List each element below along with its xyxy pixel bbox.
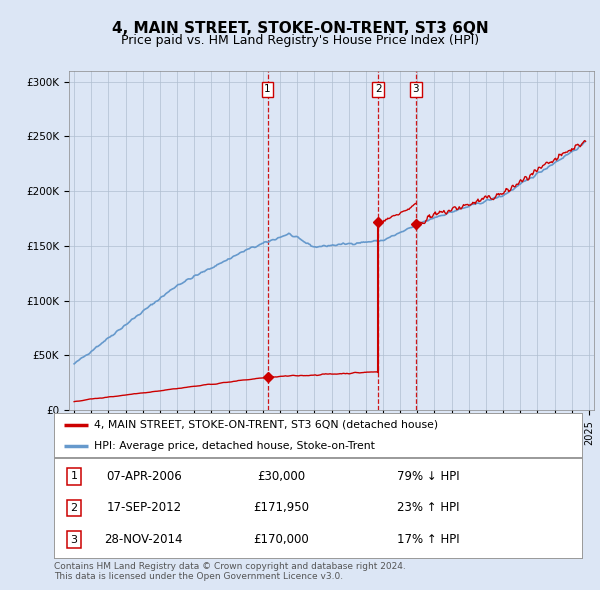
Text: 4, MAIN STREET, STOKE-ON-TRENT, ST3 6QN: 4, MAIN STREET, STOKE-ON-TRENT, ST3 6QN bbox=[112, 21, 488, 35]
Text: 28-NOV-2014: 28-NOV-2014 bbox=[104, 533, 183, 546]
Text: HPI: Average price, detached house, Stoke-on-Trent: HPI: Average price, detached house, Stok… bbox=[94, 441, 374, 451]
Text: Price paid vs. HM Land Registry's House Price Index (HPI): Price paid vs. HM Land Registry's House … bbox=[121, 34, 479, 47]
Text: 3: 3 bbox=[412, 84, 419, 94]
Text: 1: 1 bbox=[264, 84, 271, 94]
Text: £171,950: £171,950 bbox=[253, 502, 309, 514]
Text: 4, MAIN STREET, STOKE-ON-TRENT, ST3 6QN (detached house): 4, MAIN STREET, STOKE-ON-TRENT, ST3 6QN … bbox=[94, 420, 438, 430]
Text: 2: 2 bbox=[71, 503, 77, 513]
Text: Contains HM Land Registry data © Crown copyright and database right 2024.
This d: Contains HM Land Registry data © Crown c… bbox=[54, 562, 406, 581]
Text: 07-APR-2006: 07-APR-2006 bbox=[106, 470, 182, 483]
Text: 17-SEP-2012: 17-SEP-2012 bbox=[106, 502, 181, 514]
Text: £30,000: £30,000 bbox=[257, 470, 305, 483]
Text: 3: 3 bbox=[71, 535, 77, 545]
Text: 79% ↓ HPI: 79% ↓ HPI bbox=[397, 470, 460, 483]
Text: 1: 1 bbox=[71, 471, 77, 481]
Text: 23% ↑ HPI: 23% ↑ HPI bbox=[397, 502, 460, 514]
Text: 17% ↑ HPI: 17% ↑ HPI bbox=[397, 533, 460, 546]
Text: 2: 2 bbox=[375, 84, 382, 94]
Text: £170,000: £170,000 bbox=[253, 533, 309, 546]
